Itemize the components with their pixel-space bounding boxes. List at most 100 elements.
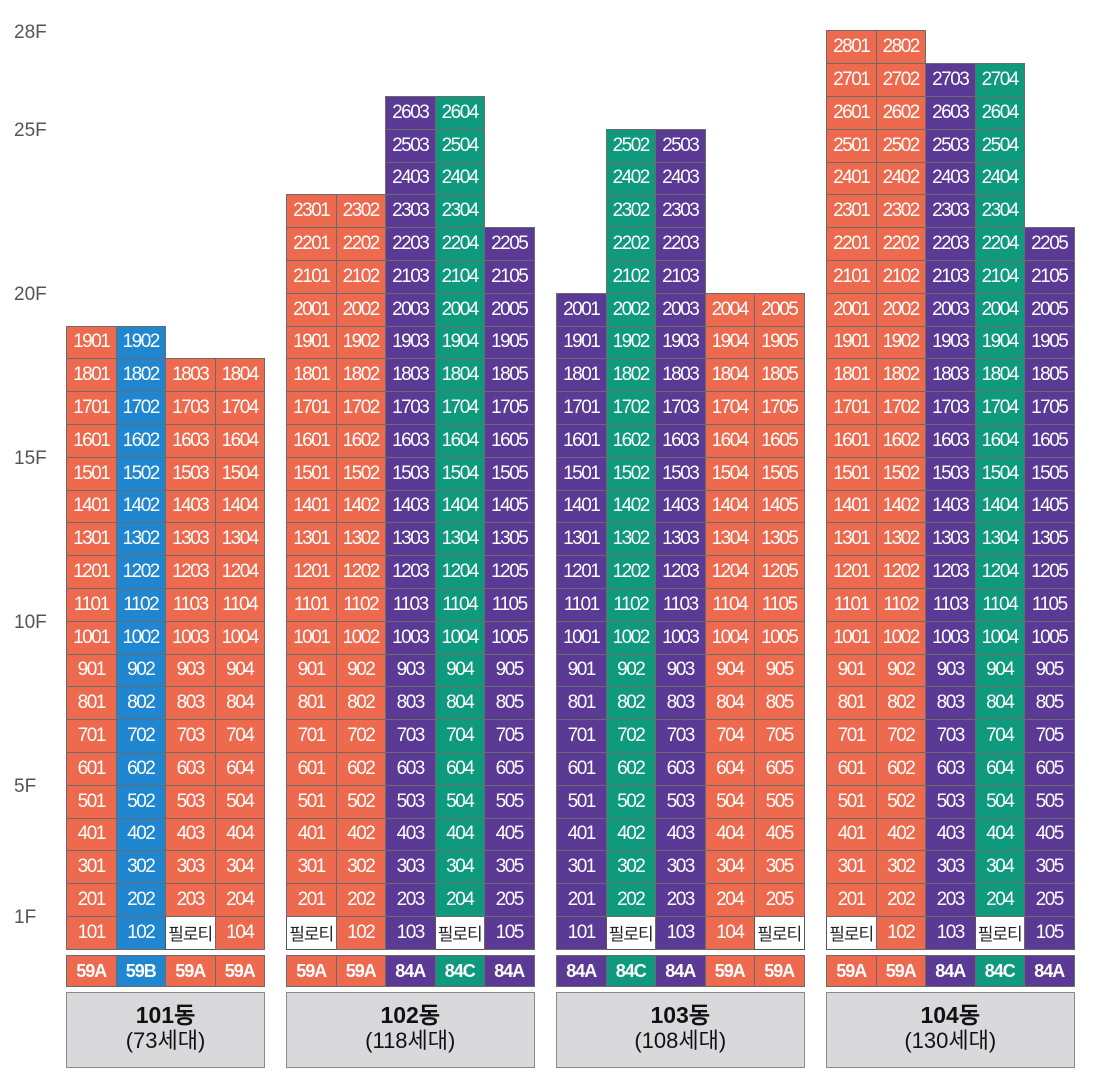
- unit-cell: 202: [875, 883, 926, 917]
- unit-cell: 2205: [1024, 227, 1075, 261]
- unit-cell: 905: [484, 653, 535, 688]
- unit-cell: 2701: [826, 63, 877, 97]
- unit-cell: 702: [605, 719, 656, 753]
- unit-cell: 203: [925, 883, 976, 917]
- unit-cell: 1501: [826, 456, 877, 491]
- unit-cell: 203: [655, 883, 706, 917]
- unit-cell: 102: [335, 916, 386, 950]
- unit-cell: 1502: [875, 456, 926, 491]
- unit-cell: 603: [925, 752, 976, 786]
- building-name: 104동: [920, 1002, 981, 1028]
- unit-cell: 505: [754, 784, 805, 819]
- unit-cell: 1804: [704, 358, 755, 393]
- unit-cell: 705: [754, 719, 805, 753]
- unit-cell: 1204: [434, 555, 485, 589]
- unit-cell: 303: [165, 850, 216, 885]
- unit-cell: 203: [385, 883, 436, 917]
- unit-cell: 1902: [875, 325, 926, 360]
- unit-cell: 1604: [214, 424, 265, 458]
- unit-cell: 1104: [214, 588, 265, 622]
- unit-cell: 2503: [385, 128, 436, 163]
- unit-cell: 1504: [974, 456, 1025, 491]
- unit-cell: 1902: [605, 325, 656, 360]
- unit-cell: 1003: [165, 620, 216, 655]
- building-name: 103동: [650, 1002, 711, 1028]
- unit-cell: 1803: [385, 358, 436, 393]
- unit-cell: 601: [826, 752, 877, 786]
- household-count: (130세대): [904, 1028, 997, 1053]
- unit-cell: 801: [556, 686, 607, 721]
- unit-cell: 405: [754, 817, 805, 852]
- unit-cell: 1803: [655, 358, 706, 393]
- unit-cell: 1204: [974, 555, 1025, 589]
- unit-cell: 104: [214, 916, 265, 950]
- unit-cell: 2303: [925, 194, 976, 229]
- unit-cell: 2303: [385, 194, 436, 229]
- unit-cell: 2403: [655, 161, 706, 196]
- unit-cell: 1404: [434, 489, 485, 524]
- unit-cell: 1701: [286, 391, 337, 425]
- unit-cell: 1305: [754, 522, 805, 557]
- pilotis-cell: 필로티: [605, 916, 656, 950]
- unit-cell: 902: [605, 653, 656, 688]
- unit-cell: 2402: [605, 161, 656, 196]
- unit-cell: 804: [434, 686, 485, 721]
- unit-cell: 1702: [605, 391, 656, 425]
- unit-cell: 1501: [556, 456, 607, 491]
- unit-cell: 2503: [925, 128, 976, 163]
- unit-cell: 2301: [826, 194, 877, 229]
- unit-cell: 1504: [704, 456, 755, 491]
- unit-cell: 1203: [165, 555, 216, 589]
- unit-cell: 1804: [974, 358, 1025, 393]
- unit-cell: 905: [754, 653, 805, 688]
- unit-cell: 1103: [165, 588, 216, 622]
- floor-label-5f: 5F: [14, 776, 37, 798]
- unit-cell: 2203: [655, 227, 706, 261]
- unit-cell: 1405: [484, 489, 535, 524]
- unit-cell: 402: [875, 817, 926, 852]
- unit-cell: 2301: [286, 194, 337, 229]
- unit-cell: 504: [434, 784, 485, 819]
- unit-cell: 1202: [115, 555, 166, 589]
- unit-cell: 1204: [214, 555, 265, 589]
- unit-cell: 1501: [66, 456, 117, 491]
- building-footer: 104동 (130세대): [826, 992, 1075, 1068]
- unit-cell: 601: [286, 752, 337, 786]
- unit-type-label: 84A: [484, 955, 535, 987]
- building-name: 102동: [380, 1002, 441, 1028]
- unit-cell: 503: [385, 784, 436, 819]
- unit-cell: 1501: [286, 456, 337, 491]
- unit-cell: 1304: [214, 522, 265, 557]
- unit-cell: 2105: [484, 260, 535, 294]
- unit-cell: 1904: [974, 325, 1025, 360]
- unit-cell: 303: [925, 850, 976, 885]
- unit-cell: 1305: [1024, 522, 1075, 557]
- building-footer: 102동 (118세대): [286, 992, 535, 1068]
- unit-cell: 2203: [385, 227, 436, 261]
- unit-cell: 1201: [556, 555, 607, 589]
- unit-cell: 1503: [655, 456, 706, 491]
- unit-cell: 2001: [826, 292, 877, 327]
- unit-cell: 1305: [484, 522, 535, 557]
- unit-cell: 1001: [556, 620, 607, 655]
- unit-cell: 2604: [434, 96, 485, 130]
- unit-cell: 701: [66, 719, 117, 753]
- unit-cell: 1304: [434, 522, 485, 557]
- unit-cell: 401: [826, 817, 877, 852]
- unit-cell: 1401: [286, 489, 337, 524]
- unit-cell: 601: [66, 752, 117, 786]
- unit-cell: 702: [875, 719, 926, 753]
- unit-cell: 2204: [974, 227, 1025, 261]
- unit-cell: 502: [605, 784, 656, 819]
- unit-cell: 2504: [974, 128, 1025, 163]
- unit-cell: 1701: [556, 391, 607, 425]
- unit-cell: 1201: [66, 555, 117, 589]
- unit-cell: 1801: [286, 358, 337, 393]
- unit-cell: 1901: [286, 325, 337, 360]
- unit-cell: 1301: [826, 522, 877, 557]
- unit-cell: 2603: [385, 96, 436, 130]
- unit-cell: 202: [335, 883, 386, 917]
- unit-cell: 605: [754, 752, 805, 786]
- unit-cell: 2204: [434, 227, 485, 261]
- unit-cell: 2104: [974, 260, 1025, 294]
